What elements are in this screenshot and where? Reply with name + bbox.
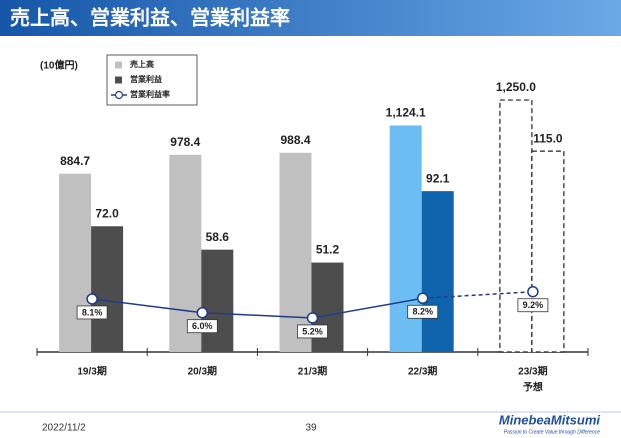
rate-label-box: [297, 324, 328, 339]
bar: [201, 249, 234, 352]
legend-label: 営業利益: [130, 74, 162, 84]
data-label: 58.6: [206, 230, 230, 244]
bar: [311, 262, 344, 352]
rate-marker: [527, 285, 539, 298]
legend-swatch: [115, 76, 122, 84]
bar: [169, 154, 202, 352]
data-label: 988.4: [280, 133, 310, 147]
data-label: 72.0: [95, 206, 119, 220]
bar: [91, 226, 124, 352]
rate-label: 8.2%: [412, 307, 433, 317]
rate-marker: [416, 292, 429, 305]
footer-date: 2022/11/2: [42, 423, 86, 434]
bar: [421, 191, 454, 352]
rate-label: 6.0%: [192, 321, 213, 331]
rate-marker: [306, 312, 319, 324]
data-label: 92.1: [426, 171, 450, 185]
rate-label: 5.2%: [302, 326, 323, 336]
unit-label: (10億円): [40, 59, 78, 72]
data-label: 1,250.0: [496, 80, 536, 94]
logo: MinebeaMitsumi: [499, 412, 601, 427]
rate-line-segment: [312, 297, 423, 319]
x-tick-sublabel: 予想: [523, 381, 543, 394]
rate-label-box: [407, 304, 439, 319]
rate-label: 8.1%: [82, 307, 103, 317]
x-tick-label: 19/3期: [77, 365, 106, 378]
bar: [499, 99, 533, 353]
legend-label: 営業利益率: [130, 89, 170, 99]
rate-line-segment: [422, 290, 533, 300]
x-tick-label: 22/3期: [408, 365, 437, 378]
rate-label-box: [517, 298, 549, 313]
bar: [59, 173, 92, 352]
bar: [531, 150, 565, 353]
x-tick-label: 21/3期: [298, 365, 327, 378]
rate-line-segment: [92, 298, 203, 314]
data-label: 115.0: [533, 131, 563, 145]
slide-title: 売上高、営業利益、営業利益率: [10, 5, 290, 29]
data-label: 884.7: [60, 154, 90, 168]
bar: [279, 152, 312, 352]
legend-swatch: [115, 61, 122, 69]
x-tick-label: 20/3期: [188, 365, 217, 378]
rate-marker: [86, 293, 98, 305]
data-label: 1,124.1: [386, 106, 426, 120]
header-band: [0, 0, 621, 36]
x-tick-label: 23/3期: [518, 365, 547, 378]
rate-label-box: [76, 305, 108, 320]
data-label: 978.4: [170, 135, 200, 149]
rate-label: 9.2%: [523, 300, 544, 310]
page-number: 39: [305, 423, 317, 434]
rate-label-box: [186, 319, 218, 334]
rate-marker: [196, 306, 209, 319]
tagline: Passion to Create Value through Differen…: [504, 429, 600, 435]
data-label: 51.2: [316, 243, 340, 257]
rate-line-segment: [202, 311, 313, 319]
legend-label: 売上高: [130, 59, 154, 69]
legend-marker: [114, 90, 124, 100]
